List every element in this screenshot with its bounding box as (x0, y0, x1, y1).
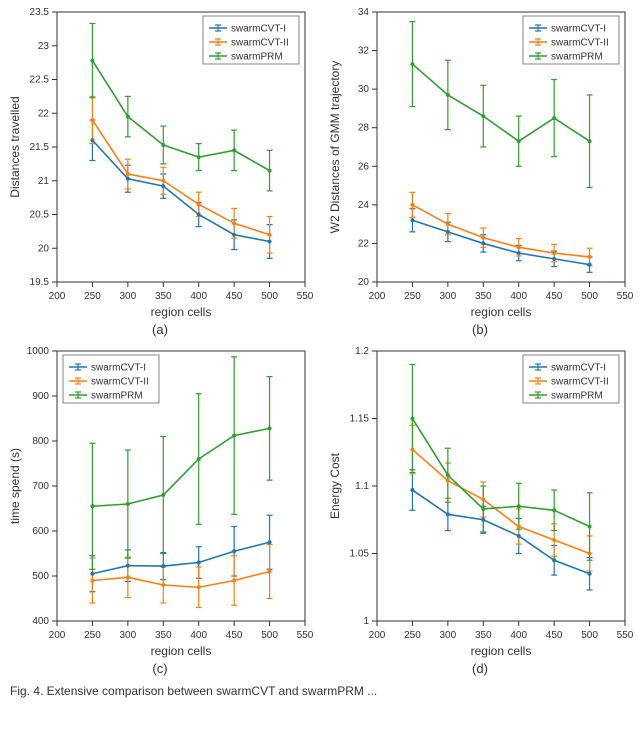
svg-text:32: 32 (358, 46, 370, 57)
svg-text:1.1: 1.1 (355, 481, 369, 492)
svg-text:550: 550 (617, 291, 634, 302)
svg-text:550: 550 (297, 630, 314, 641)
svg-text:swarmPRM: swarmPRM (91, 391, 143, 402)
svg-text:swarmCVT-II: swarmCVT-II (551, 38, 609, 49)
svg-text:550: 550 (297, 291, 314, 302)
svg-text:34: 34 (358, 7, 370, 18)
subplot-grid: 200 250 300 350 400 450 500 550 19.5 20 20.5 21 21.5… (4, 4, 636, 682)
svg-text:450: 450 (546, 291, 563, 302)
svg-text:swarmCVT-I: swarmCVT-I (231, 24, 286, 35)
svg-text:200: 200 (369, 630, 386, 641)
svg-text:300: 300 (440, 291, 457, 302)
svg-text:500: 500 (261, 630, 278, 641)
svg-text:200: 200 (49, 291, 66, 302)
svg-text:350: 350 (155, 291, 172, 302)
svg-text:21: 21 (38, 176, 50, 187)
svg-text:24: 24 (358, 200, 370, 211)
svg-text:500: 500 (581, 291, 598, 302)
svg-text:400: 400 (190, 630, 207, 641)
svg-text:500: 500 (261, 291, 278, 302)
svg-text:1000: 1000 (27, 346, 50, 357)
svg-text:250: 250 (404, 291, 421, 302)
svg-text:550: 550 (617, 630, 634, 641)
svg-text:20: 20 (358, 277, 370, 288)
svg-text:swarmPRM: swarmPRM (231, 52, 283, 63)
svg-text:200: 200 (369, 291, 386, 302)
panel-b: 200 250 300 350 400 450 500 550 20 22 24 26 28 30 32 34… (324, 4, 636, 343)
svg-text:26: 26 (358, 161, 370, 172)
svg-text:30: 30 (358, 84, 370, 95)
panel-d: 200 250 300 350 400 450 500 550 1 1.05 1.1 1.15 1.2 r… (324, 343, 636, 682)
svg-text:400: 400 (190, 291, 207, 302)
svg-text:swarmPRM: swarmPRM (551, 391, 603, 402)
svg-text:800: 800 (32, 436, 49, 447)
svg-text:500: 500 (581, 630, 598, 641)
svg-text:400: 400 (510, 291, 527, 302)
svg-text:22.5: 22.5 (30, 75, 50, 86)
svg-text:swarmPRM: swarmPRM (551, 52, 603, 63)
svg-text:Energy Cost: Energy Cost (328, 452, 342, 519)
svg-text:21.5: 21.5 (30, 142, 50, 153)
svg-text:23: 23 (38, 41, 50, 52)
svg-text:28: 28 (358, 123, 370, 134)
svg-text:400: 400 (510, 630, 527, 641)
chart-d: 200 250 300 350 400 450 500 550 1 1.05 1.1 1.15 1.2 r… (325, 343, 635, 663)
svg-text:300: 300 (440, 630, 457, 641)
svg-text:450: 450 (226, 630, 243, 641)
svg-text:swarmCVT-I: swarmCVT-I (551, 363, 606, 374)
svg-text:1: 1 (363, 616, 369, 627)
svg-text:400: 400 (32, 616, 49, 627)
chart-c: 200 250 300 350 400 450 500 550 400 500 600 700 800 9… (5, 343, 315, 663)
svg-text:20.5: 20.5 (30, 210, 50, 221)
svg-text:swarmCVT-II: swarmCVT-II (231, 38, 289, 49)
svg-text:swarmCVT-II: swarmCVT-II (91, 377, 149, 388)
svg-text:700: 700 (32, 481, 49, 492)
svg-text:19.5: 19.5 (30, 277, 50, 288)
chart-a: 200 250 300 350 400 450 500 550 19.5 20 20.5 21 21.5… (5, 4, 315, 324)
svg-text:200: 200 (49, 630, 66, 641)
svg-text:1.2: 1.2 (355, 346, 369, 357)
svg-text:region cells: region cells (151, 644, 212, 658)
svg-text:region cells: region cells (151, 305, 212, 319)
svg-text:W2 Distances of GMM trajectory: W2 Distances of GMM trajectory (328, 61, 342, 234)
svg-text:250: 250 (404, 630, 421, 641)
panel-c-caption: (c) (152, 661, 167, 676)
svg-text:1.15: 1.15 (350, 414, 370, 425)
svg-text:Distances travelled: Distances travelled (8, 96, 22, 197)
svg-text:swarmCVT-I: swarmCVT-I (91, 363, 146, 374)
svg-text:250: 250 (84, 291, 101, 302)
panel-b-caption: (b) (472, 322, 488, 337)
panel-a: 200 250 300 350 400 450 500 550 19.5 20 20.5 21 21.5… (4, 4, 316, 343)
svg-text:350: 350 (475, 291, 492, 302)
svg-text:450: 450 (546, 630, 563, 641)
svg-text:region cells: region cells (471, 305, 532, 319)
panel-d-caption: (d) (472, 661, 488, 676)
svg-text:300: 300 (120, 630, 137, 641)
svg-text:350: 350 (155, 630, 172, 641)
svg-text:1.05: 1.05 (350, 549, 370, 560)
svg-text:22: 22 (358, 238, 370, 249)
panel-c: 200 250 300 350 400 450 500 550 400 500 600 700 800 9… (4, 343, 316, 682)
svg-text:time spend (s): time spend (s) (8, 448, 22, 524)
svg-text:swarmCVT-II: swarmCVT-II (551, 377, 609, 388)
svg-text:450: 450 (226, 291, 243, 302)
svg-text:swarmCVT-I: swarmCVT-I (551, 24, 606, 35)
svg-text:900: 900 (32, 391, 49, 402)
svg-text:300: 300 (120, 291, 137, 302)
figure: 200 250 300 350 400 450 500 550 19.5 20 20.5 21 21.5… (0, 0, 640, 706)
svg-text:22: 22 (38, 108, 50, 119)
panel-a-caption: (a) (152, 322, 168, 337)
svg-text:23.5: 23.5 (30, 7, 50, 18)
chart-b: 200 250 300 350 400 450 500 550 20 22 24 26 28 30 32 34… (325, 4, 635, 324)
svg-text:20: 20 (38, 243, 50, 254)
svg-text:region cells: region cells (471, 644, 532, 658)
svg-text:500: 500 (32, 571, 49, 582)
svg-text:250: 250 (84, 630, 101, 641)
svg-text:350: 350 (475, 630, 492, 641)
svg-text:600: 600 (32, 526, 49, 537)
figure-caption: Fig. 4. Extensive comparison between swa… (4, 682, 636, 706)
